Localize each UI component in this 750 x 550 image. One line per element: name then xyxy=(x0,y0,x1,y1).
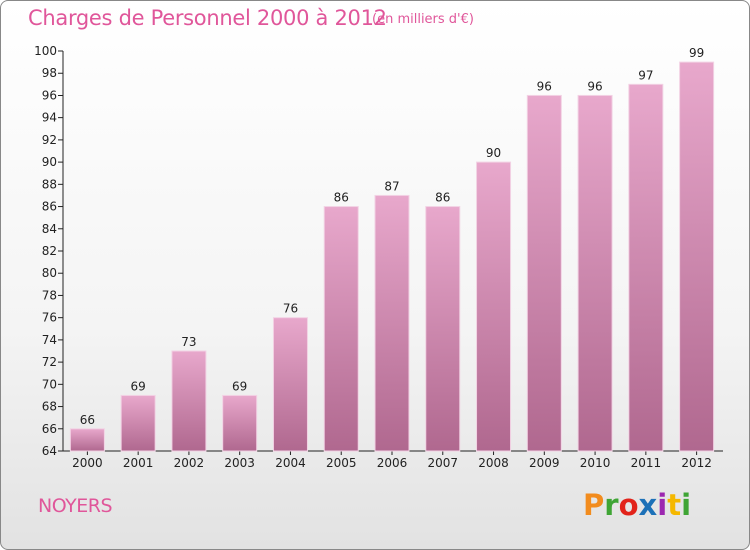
y-tick-label: 94 xyxy=(42,111,57,125)
bar-2009 xyxy=(526,94,562,452)
logo-letter: P xyxy=(583,488,605,522)
chart-title: Charges de Personnel 2000 à 2012 xyxy=(28,6,387,30)
bar-value-label: 86 xyxy=(334,191,349,205)
y-axis: 64 66 68 70 72 74 76 78 80 82 84 86 88 90 92 94 96 98 100 xyxy=(34,44,64,458)
y-tick-label: 96 xyxy=(42,88,57,102)
bar-2010 xyxy=(577,94,613,452)
bar-value-label: 86 xyxy=(435,191,450,205)
y-tick-label: 86 xyxy=(42,200,57,214)
bar-2007 xyxy=(425,206,461,452)
bar-2001 xyxy=(120,394,156,452)
bars: 66 69 73 69 76 86 87 86 90 96 96 97 99 xyxy=(69,46,715,452)
y-tick-label: 68 xyxy=(42,400,57,414)
bar-2006 xyxy=(374,194,410,452)
y-tick-label: 98 xyxy=(42,66,57,80)
x-tick-label: 2010 xyxy=(580,456,611,470)
x-tick-label: 2000 xyxy=(72,456,103,470)
bar-value-label: 96 xyxy=(587,79,602,93)
x-tick-label: 2007 xyxy=(427,456,458,470)
x-tick-label: 2004 xyxy=(275,456,306,470)
y-tick-label: 70 xyxy=(42,377,57,391)
bar-2008 xyxy=(476,161,512,452)
logo-letter: i xyxy=(681,488,692,522)
logo-letter: t xyxy=(667,488,682,522)
x-tick-label: 2002 xyxy=(174,456,205,470)
logo-letter: x xyxy=(638,488,658,522)
bar-value-label: 69 xyxy=(232,379,247,393)
bar-value-label: 97 xyxy=(638,68,653,82)
bar-2000 xyxy=(69,428,105,452)
y-tick-label: 84 xyxy=(42,222,57,236)
y-tick-label: 82 xyxy=(42,244,57,258)
chart-subtitle: (en milliers d'€) xyxy=(372,12,474,27)
bar-2005 xyxy=(323,206,359,452)
bar-value-label: 96 xyxy=(537,79,552,93)
logo-letter: r xyxy=(604,488,619,522)
bar-2003 xyxy=(222,394,258,452)
bar-value-label: 90 xyxy=(486,146,501,160)
proxiti-logo[interactable]: Proxiti xyxy=(583,488,691,522)
bar-value-label: 69 xyxy=(131,379,146,393)
logo-letter: i xyxy=(657,488,668,522)
y-tick-label: 88 xyxy=(42,177,57,191)
y-tick-label: 76 xyxy=(42,311,57,325)
y-tick-label: 66 xyxy=(42,422,57,436)
x-tick-label: 2003 xyxy=(224,456,255,470)
bar-2004 xyxy=(272,317,308,452)
bar-value-label: 66 xyxy=(80,413,95,427)
y-tick-label: 64 xyxy=(42,444,57,458)
y-tick-label: 92 xyxy=(42,133,57,147)
y-tick-label: 78 xyxy=(42,288,57,302)
bar-value-label: 73 xyxy=(181,335,196,349)
y-tick-label: 80 xyxy=(42,266,57,280)
x-tick-label: 2006 xyxy=(377,456,408,470)
bar-value-label: 76 xyxy=(283,302,298,316)
x-tick-label: 2012 xyxy=(681,456,712,470)
logo-letter: o xyxy=(618,488,639,522)
bar-2011 xyxy=(628,83,664,452)
bar-value-label: 99 xyxy=(689,46,704,60)
y-tick-label: 72 xyxy=(42,355,57,369)
y-tick-label: 90 xyxy=(42,155,57,169)
x-tick-label: 2009 xyxy=(529,456,560,470)
bar-2002 xyxy=(171,350,207,452)
x-tick-label: 2008 xyxy=(478,456,509,470)
x-tick-label: 2005 xyxy=(326,456,357,470)
x-tick-label: 2001 xyxy=(123,456,154,470)
y-tick-label: 100 xyxy=(34,44,57,58)
x-tick-label: 2011 xyxy=(631,456,662,470)
city-name: NOYERS xyxy=(38,495,113,517)
x-axis: 2000 2001 2002 2003 2004 2005 2006 2007 2008 2009… xyxy=(63,450,723,470)
bar-value-label: 87 xyxy=(384,179,399,193)
y-tick-label: 74 xyxy=(42,333,57,347)
bar-2012 xyxy=(679,61,715,452)
